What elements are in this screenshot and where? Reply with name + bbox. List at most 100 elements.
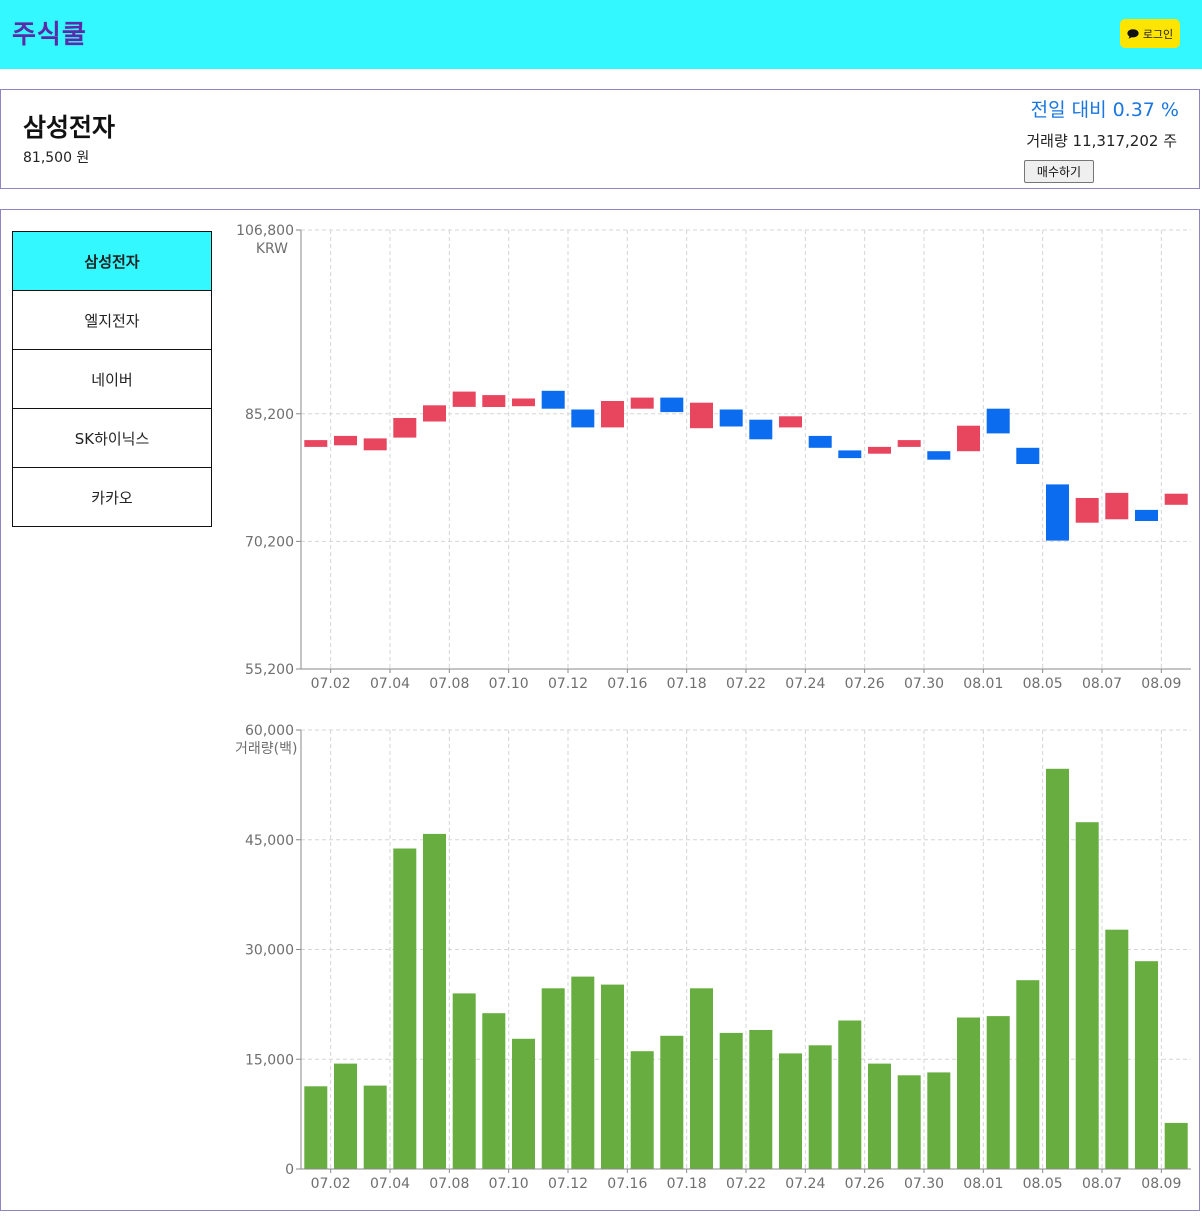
stock-list: 삼성전자 엘지전자 네이버 SK하이닉스 카카오 [12,231,212,527]
login-button-label: 로그인 [1142,27,1174,41]
volume-bar[interactable] [512,1038,535,1169]
volume-x-tick-label: 08.07 [1082,1176,1122,1192]
candle[interactable] [363,438,387,451]
volume-bar[interactable] [868,1063,891,1169]
trade-volume: 거래량 11,317,202 주 [1026,132,1177,150]
volume-bar[interactable] [927,1072,951,1169]
candle[interactable] [868,446,891,454]
price-x-tick-label: 07.12 [548,676,588,692]
candle[interactable] [749,419,773,440]
candle[interactable] [304,440,328,447]
brand-logo[interactable]: 주식쿨 [12,20,87,50]
volume-bar[interactable] [393,848,417,1170]
candle[interactable] [897,440,921,447]
volume-x-tick-label: 07.30 [904,1176,944,1192]
candle[interactable] [1105,492,1129,520]
price-y-tick-label: 70,200 [245,534,294,550]
volume-bar[interactable] [1135,961,1158,1169]
volume-x-tick-label: 07.04 [370,1176,410,1192]
candle[interactable] [512,398,535,407]
stock-list-item-kakao[interactable]: 카카오 [12,467,212,527]
candle[interactable] [452,391,476,407]
volume-bar[interactable] [986,1016,1010,1169]
volume-bar[interactable] [1164,1122,1188,1169]
candle[interactable] [482,395,506,407]
volume-bar[interactable] [690,988,713,1169]
candle[interactable] [541,390,565,409]
price-chart: 106,800 85,200 70,200 55,200 KRW 07.02 07.04 07… [236,223,1191,692]
buy-button[interactable]: 매수하기 [1024,160,1094,183]
candle[interactable] [927,451,951,460]
volume-x-tick-label: 07.18 [667,1176,707,1192]
volume-bar[interactable] [601,984,624,1169]
volume-x-tick-label: 07.12 [548,1176,588,1192]
price-y-tick-label: 55,200 [245,662,294,678]
volume-bar[interactable] [749,1030,773,1169]
volume-bar[interactable] [423,833,446,1169]
candle[interactable] [690,402,713,429]
volume-bar[interactable] [838,1020,862,1170]
volume-bar[interactable] [719,1032,743,1169]
main-panel: 삼성전자 엘지전자 네이버 SK하이닉스 카카오 [0,209,1200,1211]
volume-x-tick-label: 08.05 [1023,1176,1063,1192]
candle[interactable] [1135,509,1158,521]
candle[interactable] [1075,498,1099,523]
volume-bar[interactable] [957,1017,980,1170]
volume-y-tick-label: 45,000 [245,833,294,849]
volume-bar[interactable] [571,976,595,1169]
volume-bar[interactable] [808,1045,832,1169]
volume-bar[interactable] [1016,980,1040,1169]
price-x-tick-label: 07.04 [370,676,410,692]
price-x-tick-label: 07.30 [904,676,944,692]
volume-bar[interactable] [630,1051,654,1169]
volume-y-tick-label: 30,000 [245,943,294,959]
candle[interactable] [660,397,684,413]
candle[interactable] [1164,493,1188,505]
change-rate: 전일 대비 0.37 % [1030,99,1179,121]
stock-price: 81,500 원 [23,150,90,166]
candle[interactable] [630,397,654,409]
volume-bar[interactable] [1075,822,1099,1169]
candle[interactable] [1016,447,1040,464]
candle[interactable] [838,450,862,459]
candle[interactable] [719,409,743,427]
volume-x-tick-label: 07.08 [429,1176,469,1192]
volume-x-tick-label: 07.16 [607,1176,647,1192]
candle[interactable] [334,435,357,446]
volume-bar[interactable] [1105,929,1129,1169]
candle[interactable] [779,416,802,428]
volume-bar[interactable] [334,1063,357,1169]
candle[interactable] [808,435,832,448]
price-x-tick-label: 08.05 [1023,676,1063,692]
volume-bar[interactable] [660,1035,684,1169]
price-x-tick-label: 08.01 [963,676,1003,692]
volume-bar[interactable] [1046,768,1069,1169]
price-x-tick-label: 07.10 [489,676,529,692]
stock-list-item-naver[interactable]: 네이버 [12,349,212,409]
candle[interactable] [571,409,595,428]
volume-bar[interactable] [779,1053,802,1169]
volume-bar[interactable] [897,1075,921,1169]
volume-x-tick-label: 08.01 [963,1176,1003,1192]
candle[interactable] [393,418,417,438]
volume-bar[interactable] [363,1085,387,1169]
app-header: 주식쿨 로그인 [0,0,1202,69]
price-x-tick-label: 07.26 [845,676,885,692]
price-x-tick-label: 07.18 [667,676,707,692]
candle[interactable] [423,405,446,422]
candle[interactable] [601,401,624,428]
volume-bar[interactable] [482,1013,506,1169]
price-x-tick-label: 08.09 [1141,676,1181,692]
candle[interactable] [986,408,1010,434]
price-x-tick-label: 07.16 [607,676,647,692]
volume-bar[interactable] [452,993,476,1169]
candle[interactable] [1046,484,1069,541]
volume-bar[interactable] [304,1086,328,1169]
volume-x-tick-label: 07.24 [785,1176,825,1192]
login-button[interactable]: 로그인 [1120,19,1180,48]
price-x-tick-label: 07.22 [726,676,766,692]
volume-bar[interactable] [541,988,565,1169]
volume-x-tick-label: 07.02 [311,1176,351,1192]
volume-y-tick-label: 15,000 [245,1052,294,1068]
candle[interactable] [957,425,980,452]
